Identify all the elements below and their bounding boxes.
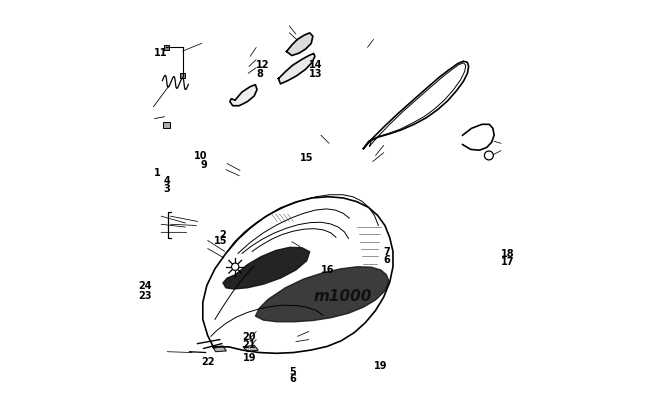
Text: 23: 23	[138, 290, 152, 301]
Bar	[164, 46, 169, 51]
Bar	[180, 74, 185, 79]
Text: 15: 15	[214, 236, 227, 246]
Polygon shape	[287, 34, 313, 56]
Circle shape	[231, 263, 239, 271]
Text: 20: 20	[242, 332, 256, 341]
Text: 5: 5	[289, 366, 296, 376]
Text: 7: 7	[384, 247, 391, 257]
Text: 10: 10	[194, 151, 207, 161]
Polygon shape	[243, 345, 258, 352]
Text: 4: 4	[164, 175, 170, 185]
Text: 13: 13	[309, 68, 322, 78]
Text: 3: 3	[164, 183, 170, 193]
Text: 1: 1	[155, 167, 161, 177]
Text: 19: 19	[374, 360, 387, 370]
Polygon shape	[278, 54, 315, 85]
Text: 12: 12	[256, 60, 270, 70]
Text: 2: 2	[219, 230, 226, 240]
Polygon shape	[223, 248, 309, 289]
Text: 9: 9	[201, 159, 207, 169]
Text: 14: 14	[309, 60, 322, 70]
Text: 17: 17	[501, 256, 515, 266]
Text: 18: 18	[501, 249, 515, 259]
Polygon shape	[230, 85, 257, 107]
Text: 11: 11	[153, 48, 167, 58]
Polygon shape	[213, 346, 226, 352]
Text: 6: 6	[384, 254, 391, 264]
Text: 22: 22	[202, 356, 215, 366]
Text: 16: 16	[321, 264, 335, 274]
Text: 24: 24	[138, 280, 152, 290]
Text: 6: 6	[289, 373, 296, 383]
Text: 21: 21	[242, 339, 256, 350]
Text: 19: 19	[242, 352, 256, 362]
Polygon shape	[255, 267, 389, 322]
Bar	[163, 123, 170, 128]
Text: m1000: m1000	[314, 288, 372, 303]
Text: 15: 15	[300, 153, 313, 163]
Text: 8: 8	[256, 68, 263, 78]
